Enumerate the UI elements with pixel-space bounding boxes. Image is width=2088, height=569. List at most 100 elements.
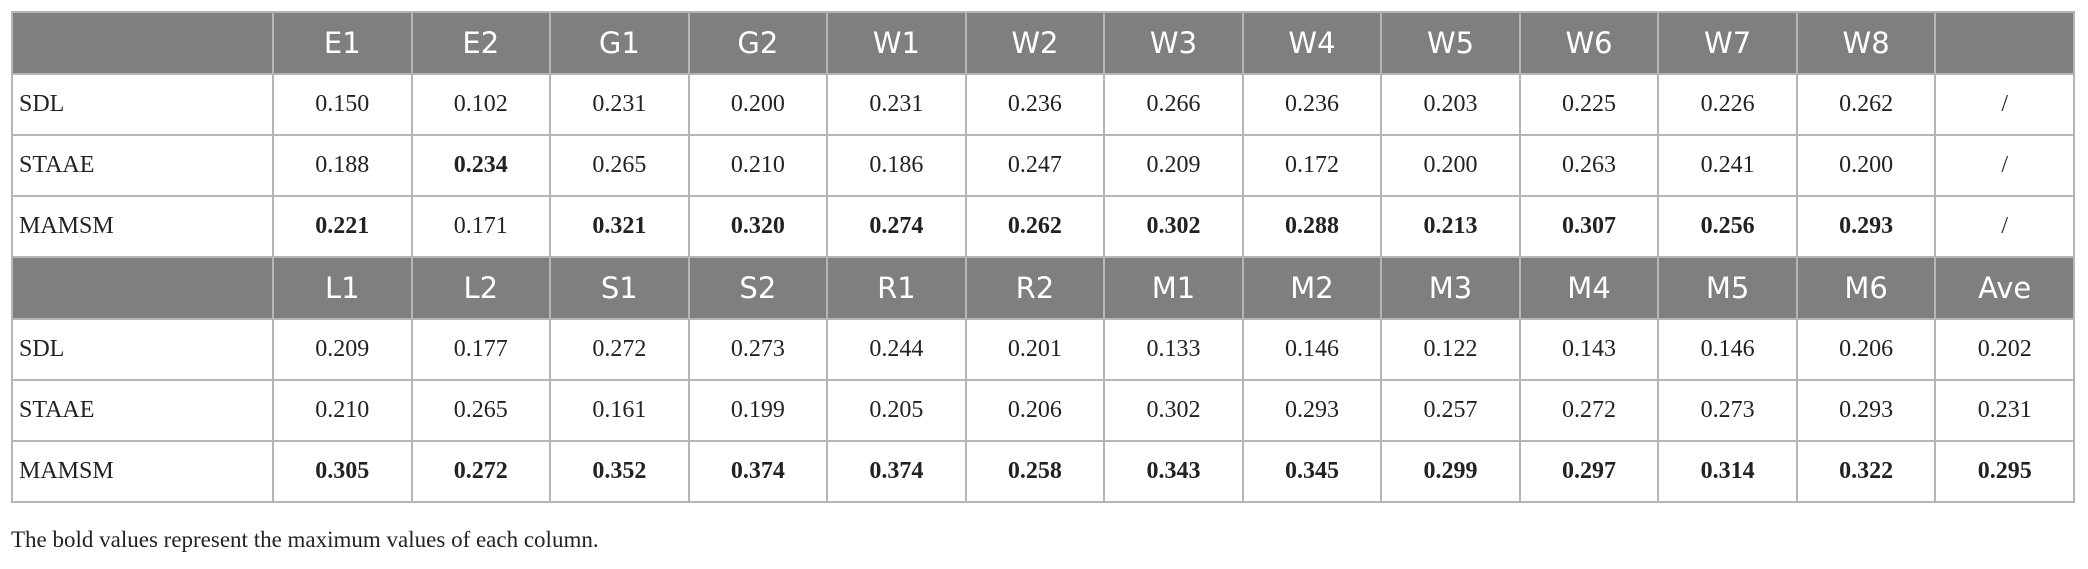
value-cell: 0.293 — [1795, 379, 1937, 442]
header-cell: M2 — [1241, 256, 1383, 320]
header-cell: M4 — [1518, 256, 1660, 320]
value-cell: 0.200 — [1795, 134, 1937, 197]
data-row: SDL 0.150 0.102 0.231 0.200 0.231 0.236 0.266 0.… — [11, 73, 2075, 136]
value-cell: 0.236 — [1241, 73, 1383, 136]
value-cell: 0.244 — [826, 318, 967, 381]
value-cell: 0.314 — [1657, 440, 1798, 503]
value-cell: 0.133 — [1103, 318, 1244, 381]
row-label: STAAE — [11, 134, 274, 197]
header-cell: E2 — [410, 11, 552, 75]
value-cell: 0.172 — [1241, 134, 1383, 197]
header-cell: S1 — [549, 256, 690, 320]
value-cell: 0.150 — [272, 73, 413, 136]
row-label: SDL — [11, 318, 274, 381]
value-cell: 0.206 — [1795, 318, 1937, 381]
header-cell: E1 — [272, 11, 413, 75]
value-cell: 0.210 — [272, 379, 413, 442]
value-cell: 0.374 — [826, 440, 967, 503]
data-row: MAMSM 0.305 0.272 0.352 0.374 0.374 0.258 0.343… — [11, 440, 2075, 503]
value-cell: 0.273 — [1657, 379, 1798, 442]
header-cell: W7 — [1657, 11, 1798, 75]
value-cell: 0.343 — [1103, 440, 1244, 503]
header-cell: W4 — [1241, 11, 1383, 75]
value-cell: 0.302 — [1103, 379, 1244, 442]
value-cell: 0.257 — [1380, 379, 1521, 442]
value-cell: 0.225 — [1518, 73, 1660, 136]
value-cell: 0.221 — [272, 195, 413, 258]
row-label: MAMSM — [11, 440, 274, 503]
value-cell: 0.320 — [687, 195, 829, 258]
value-cell: 0.272 — [549, 318, 690, 381]
value-cell: 0.345 — [1241, 440, 1383, 503]
data-row: MAMSM 0.221 0.171 0.321 0.320 0.274 0.262 0.302… — [11, 195, 2075, 258]
header-cell: W6 — [1518, 11, 1660, 75]
value-cell: / — [1934, 134, 2075, 197]
results-table: E1 E2 G1 G2 W1 W2 W3 W4 W5 W6 W7 W8 SDL 0.150 0.102 0.2… — [11, 11, 2075, 503]
header-cell: M6 — [1795, 256, 1937, 320]
header-cell: R2 — [964, 256, 1106, 320]
row-label: MAMSM — [11, 195, 274, 258]
header-cell: W2 — [964, 11, 1106, 75]
value-cell: 0.263 — [1518, 134, 1660, 197]
value-cell: 0.273 — [687, 318, 829, 381]
value-cell: 0.274 — [826, 195, 967, 258]
header-cell: W3 — [1103, 11, 1244, 75]
value-cell: 0.199 — [687, 379, 829, 442]
value-cell: 0.352 — [549, 440, 690, 503]
value-cell: 0.161 — [549, 379, 690, 442]
value-cell: / — [1934, 195, 2075, 258]
value-cell: 0.186 — [826, 134, 967, 197]
data-row: STAAE 0.188 0.234 0.265 0.210 0.186 0.247 0.209… — [11, 134, 2075, 197]
value-cell: 0.209 — [272, 318, 413, 381]
value-cell: 0.231 — [549, 73, 690, 136]
header-cell: G1 — [549, 11, 690, 75]
header-cell — [11, 11, 274, 75]
value-cell: 0.305 — [272, 440, 413, 503]
value-cell: 0.256 — [1657, 195, 1798, 258]
value-cell: 0.203 — [1380, 73, 1521, 136]
value-cell: / — [1934, 73, 2075, 136]
header-cell: L1 — [272, 256, 413, 320]
value-cell: 0.202 — [1934, 318, 2075, 381]
value-cell: 0.102 — [410, 73, 552, 136]
value-cell: 0.272 — [1518, 379, 1660, 442]
data-row: STAAE 0.210 0.265 0.161 0.199 0.205 0.206 0.302… — [11, 379, 2075, 442]
value-cell: 0.297 — [1518, 440, 1660, 503]
value-cell: 0.272 — [410, 440, 552, 503]
value-cell: 0.374 — [687, 440, 829, 503]
value-cell: 0.236 — [964, 73, 1106, 136]
value-cell: 0.258 — [964, 440, 1106, 503]
value-cell: 0.288 — [1241, 195, 1383, 258]
row-label: STAAE — [11, 379, 274, 442]
value-cell: 0.247 — [964, 134, 1106, 197]
value-cell: 0.231 — [826, 73, 967, 136]
value-cell: 0.143 — [1518, 318, 1660, 381]
value-cell: 0.209 — [1103, 134, 1244, 197]
value-cell: 0.265 — [410, 379, 552, 442]
footnote: The bold values represent the maximum va… — [11, 527, 599, 552]
value-cell: 0.266 — [1103, 73, 1244, 136]
header-cell: L2 — [410, 256, 552, 320]
value-cell: 0.234 — [410, 134, 552, 197]
header-cell: W8 — [1795, 11, 1937, 75]
header-row: L1 L2 S1 S2 R1 R2 M1 M2 M3 M4 M5 M6 Ave — [11, 256, 2075, 320]
value-cell: 0.146 — [1657, 318, 1798, 381]
value-cell: 0.210 — [687, 134, 829, 197]
value-cell: 0.201 — [964, 318, 1106, 381]
value-cell: 0.262 — [1795, 73, 1937, 136]
value-cell: 0.307 — [1518, 195, 1660, 258]
value-cell: 0.322 — [1795, 440, 1937, 503]
value-cell: 0.177 — [410, 318, 552, 381]
value-cell: 0.295 — [1934, 440, 2075, 503]
value-cell: 0.200 — [687, 73, 829, 136]
value-cell: 0.262 — [964, 195, 1106, 258]
value-cell: 0.206 — [964, 379, 1106, 442]
header-cell — [11, 256, 274, 320]
value-cell: 0.200 — [1380, 134, 1521, 197]
header-cell: G2 — [687, 11, 829, 75]
value-cell: 0.293 — [1795, 195, 1937, 258]
value-cell: 0.231 — [1934, 379, 2075, 442]
header-cell: M5 — [1657, 256, 1798, 320]
data-row: SDL 0.209 0.177 0.272 0.273 0.244 0.201 0.133 0.… — [11, 318, 2075, 381]
